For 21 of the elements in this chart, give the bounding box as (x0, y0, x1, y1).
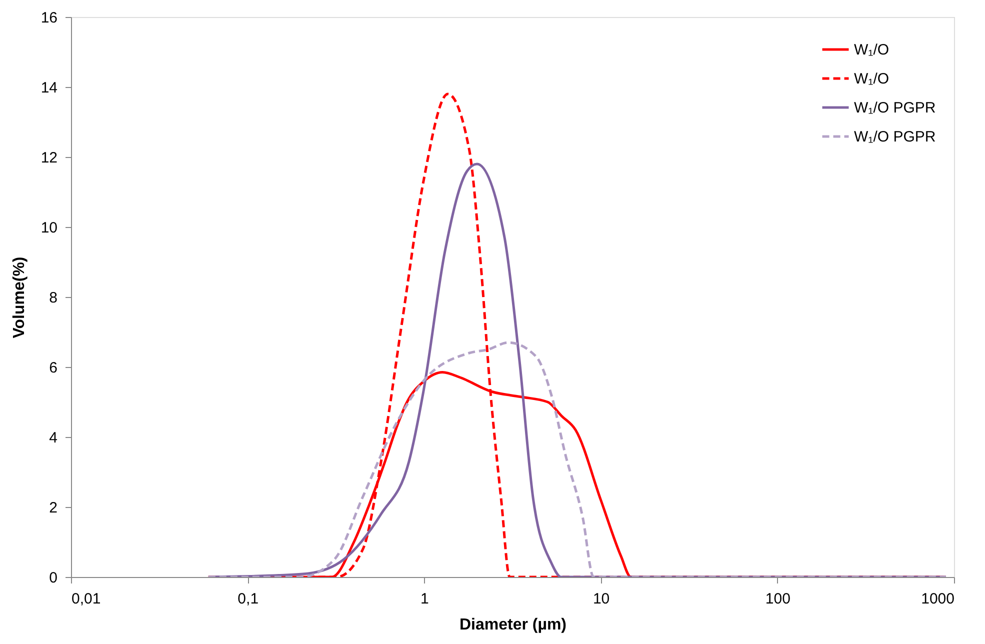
y-tick-label: 8 (49, 290, 58, 306)
legend-label: W₁/O PGPR (854, 100, 936, 116)
y-tick-label: 2 (49, 500, 58, 516)
legend-label: W₁/O (854, 70, 890, 88)
y-tick-label: 12 (40, 150, 58, 166)
y-tick-label: 16 (40, 10, 58, 26)
y-tick-label: 4 (49, 430, 58, 446)
x-tick-label: 1 (420, 590, 429, 608)
legend-label: W₁/O PGPR (854, 128, 936, 146)
x-axis-title: Diameter (µm) (459, 616, 567, 634)
y-tick-label: 10 (40, 220, 58, 236)
y-tick-label: 0 (49, 570, 58, 586)
x-tick-label: 100 (765, 590, 790, 608)
legend-label: W₁/O (854, 42, 890, 58)
x-tick-label: 0,01 (72, 590, 101, 608)
x-tick-label: 10 (592, 590, 610, 608)
y-tick-label: 6 (49, 360, 58, 376)
y-axis-title: Volume(%) (10, 256, 28, 338)
x-tick-label: 0,1 (238, 590, 259, 608)
x-tick-label: 1000 (921, 590, 954, 608)
y-tick-label: 14 (40, 80, 58, 96)
